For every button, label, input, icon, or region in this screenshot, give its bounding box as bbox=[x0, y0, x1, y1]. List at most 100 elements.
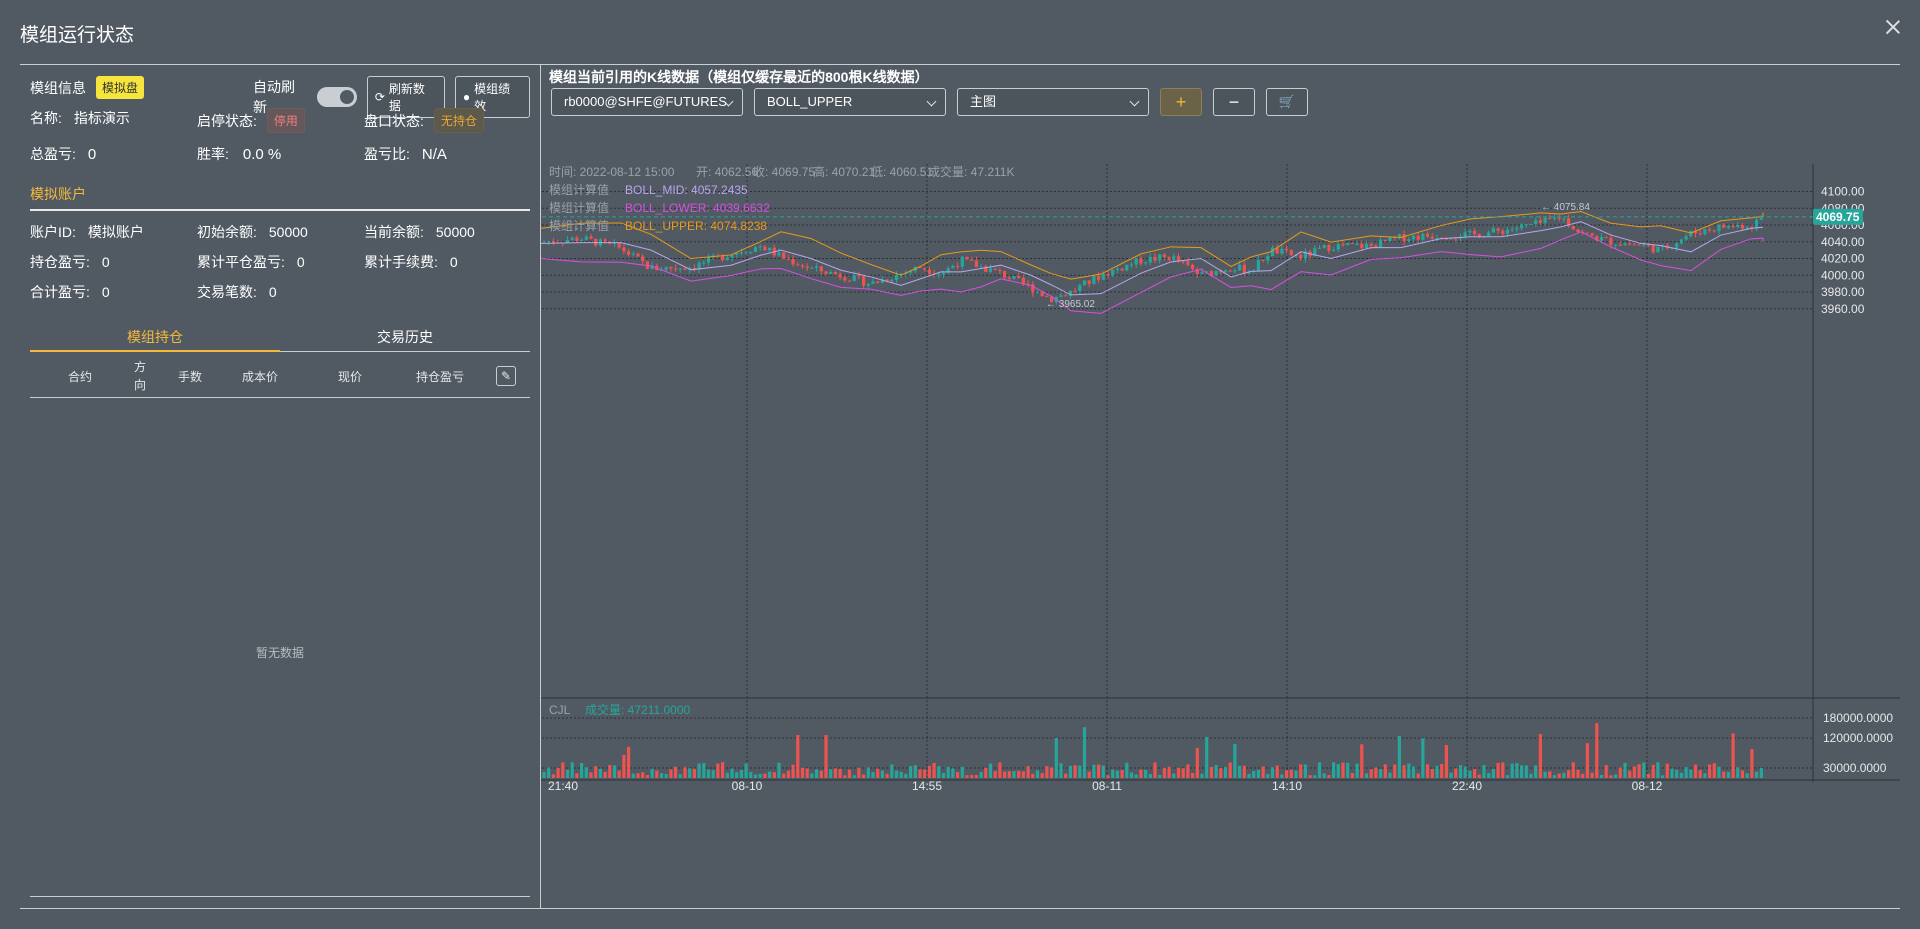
candle-body bbox=[1599, 237, 1604, 241]
bar-info-field: 开: 4062.56 bbox=[696, 165, 758, 179]
volume-bar bbox=[1745, 773, 1749, 778]
holding-pnl-label: 持仓盈亏: bbox=[30, 254, 90, 270]
candle-body bbox=[819, 266, 823, 272]
candle-body bbox=[1162, 254, 1166, 257]
volume-bar bbox=[866, 767, 870, 778]
volume-bar bbox=[702, 763, 706, 778]
volume-bar bbox=[1722, 771, 1726, 778]
volume-bar bbox=[1618, 767, 1622, 778]
candle-body bbox=[899, 273, 903, 275]
position-state-label: 盘口状态: bbox=[364, 112, 424, 129]
candle-body bbox=[664, 266, 668, 270]
candle-body bbox=[1750, 227, 1754, 229]
total-pnl-value: 0 bbox=[87, 145, 97, 163]
candle-body bbox=[1416, 235, 1420, 240]
volume-bar bbox=[1364, 773, 1369, 778]
candle-body bbox=[1571, 225, 1575, 230]
volume-bar bbox=[1172, 773, 1176, 778]
candle-body bbox=[1675, 243, 1679, 248]
chevron-down-icon bbox=[1129, 96, 1140, 107]
volume-bar bbox=[1223, 767, 1228, 778]
volume-bar bbox=[993, 770, 997, 778]
candle-body bbox=[749, 251, 753, 253]
volume-bar bbox=[1313, 775, 1317, 778]
volume-bar bbox=[904, 773, 908, 778]
candle-body bbox=[1458, 237, 1463, 239]
volume-bar bbox=[1661, 775, 1665, 778]
volume-bar bbox=[998, 762, 1002, 778]
pnl-ratio-label: 盈亏比: bbox=[364, 146, 410, 162]
volume-bar bbox=[1355, 763, 1359, 778]
candle-body bbox=[1505, 229, 1510, 234]
candle-body bbox=[678, 268, 682, 270]
candle-body bbox=[1745, 227, 1749, 229]
candle-body bbox=[753, 247, 758, 252]
col-lots: 手数 bbox=[177, 369, 202, 384]
bar-info-field: 成交量: 47.211K bbox=[928, 164, 1015, 179]
clear-button[interactable]: 🛒 bbox=[1266, 88, 1308, 116]
symbol-select-value: rb0000@SHFE@FUTURES bbox=[564, 94, 727, 109]
candle-body bbox=[1449, 238, 1453, 240]
volume-bar bbox=[988, 763, 993, 778]
edit-columns-button[interactable]: ✎ bbox=[494, 354, 518, 398]
candle-body bbox=[1134, 258, 1138, 265]
volume-bar bbox=[1350, 773, 1354, 778]
volume-bar bbox=[1007, 771, 1011, 778]
candle-body bbox=[1501, 230, 1505, 234]
volume-bar bbox=[1440, 764, 1444, 778]
candle-body bbox=[1534, 220, 1538, 225]
tab-positions[interactable]: 模组持仓 bbox=[30, 324, 280, 352]
pane-select[interactable]: 主图 bbox=[957, 88, 1149, 116]
candle-body bbox=[847, 280, 852, 282]
remove-indicator-button[interactable]: − bbox=[1213, 88, 1255, 116]
volume-bar bbox=[744, 763, 748, 778]
edit-icon: ✎ bbox=[496, 366, 516, 386]
candle-body bbox=[1548, 217, 1552, 219]
candle-body bbox=[1557, 217, 1561, 219]
close-icon[interactable] bbox=[1884, 18, 1902, 36]
candle-body bbox=[1717, 224, 1721, 231]
volume-bar bbox=[1162, 767, 1166, 778]
kline-chart[interactable]: 4100.004080.004060.004040.004020.004000.… bbox=[541, 124, 1900, 904]
candle-body bbox=[1689, 230, 1693, 237]
volume-bar bbox=[1167, 766, 1171, 778]
candle-body bbox=[1280, 248, 1284, 254]
candle-body bbox=[979, 266, 983, 268]
volume-bar bbox=[1050, 767, 1054, 778]
volume-bar bbox=[674, 766, 678, 778]
volume-bar bbox=[805, 768, 809, 778]
candle-body bbox=[1473, 230, 1477, 235]
volume-bar bbox=[636, 773, 640, 778]
volume-bar bbox=[1628, 770, 1632, 778]
candle-body bbox=[575, 237, 579, 241]
auto-refresh-label: 自动刷新 bbox=[253, 79, 295, 115]
candle-body bbox=[1411, 235, 1416, 240]
volume-bar bbox=[782, 773, 786, 778]
volume-bar bbox=[1195, 748, 1199, 778]
candle-body bbox=[1242, 264, 1246, 274]
volume-bar bbox=[655, 770, 659, 778]
volume-bar bbox=[1026, 766, 1030, 778]
candle-body bbox=[617, 242, 621, 248]
candle-body bbox=[1609, 237, 1613, 245]
account-divider bbox=[30, 209, 530, 211]
refresh-button[interactable]: ⟳ 刷新数据 bbox=[366, 76, 445, 118]
volume-bar bbox=[1477, 774, 1481, 778]
volume-bar bbox=[1529, 773, 1533, 778]
volume-bar bbox=[1388, 772, 1392, 778]
col-contract: 合约 bbox=[67, 369, 92, 384]
volume-bar bbox=[932, 762, 936, 778]
candle-body bbox=[1604, 237, 1608, 239]
add-indicator-button[interactable]: + bbox=[1160, 88, 1202, 116]
tab-trade-history[interactable]: 交易历史 bbox=[280, 324, 530, 352]
candle-body bbox=[1477, 234, 1481, 238]
chevron-down-icon bbox=[926, 96, 937, 107]
candle-body bbox=[1684, 236, 1688, 240]
volume-bar bbox=[542, 772, 546, 778]
auto-refresh-toggle[interactable] bbox=[316, 87, 357, 107]
volume-bar bbox=[1637, 764, 1641, 778]
volume-bar bbox=[819, 770, 823, 778]
indicator-select[interactable]: BOLL_UPPER bbox=[754, 88, 946, 116]
symbol-select[interactable]: rb0000@SHFE@FUTURES bbox=[551, 88, 743, 116]
candle-body bbox=[1087, 280, 1091, 284]
